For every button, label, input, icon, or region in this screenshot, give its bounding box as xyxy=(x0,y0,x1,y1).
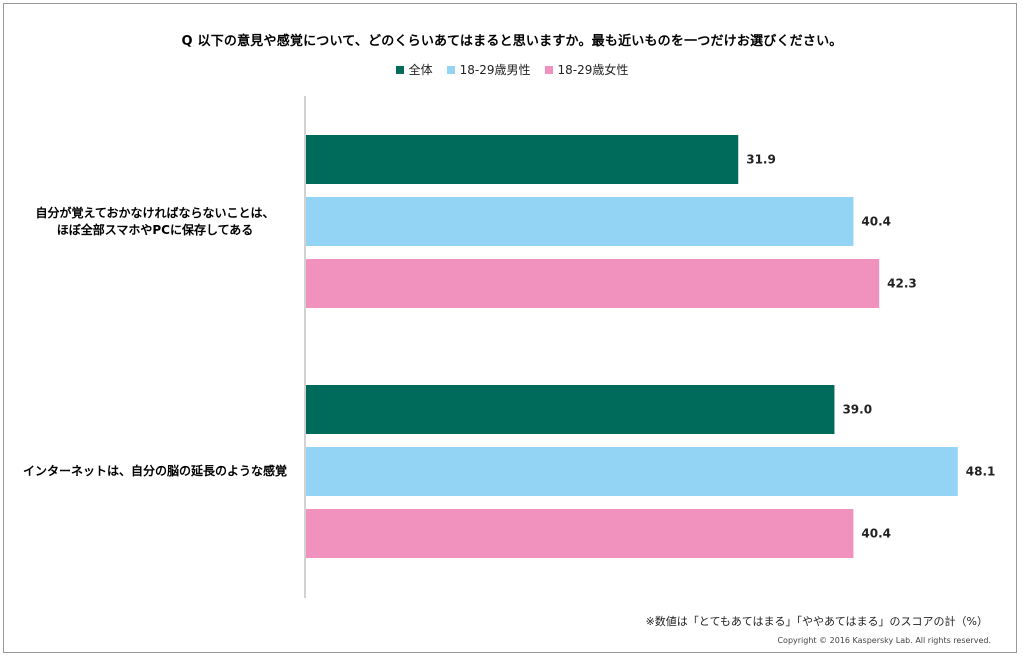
legend-swatch xyxy=(395,65,404,74)
legend-label: 18-29歳女性 xyxy=(557,63,629,77)
category-label: 自分が覚えておかなければならないことは、 ほぼ全部スマホやPCに保存してある xyxy=(10,205,300,239)
category-label-line: インターネットは、自分の脳の延長のような感覚 xyxy=(22,464,287,478)
bar xyxy=(306,259,880,308)
copyright: Copyright © 2016 Kaspersky Lab. All righ… xyxy=(777,636,991,645)
bar xyxy=(306,197,854,246)
category-label: インターネットは、自分の脳の延長のような感覚 xyxy=(10,463,300,480)
legend: 全体 18-29歳男性 18-29歳女性 xyxy=(0,61,1024,78)
legend-item: 18-29歳男性 xyxy=(446,61,531,78)
legend-item: 全体 xyxy=(395,61,433,78)
bar-value-label: 40.4 xyxy=(861,215,891,229)
legend-swatch xyxy=(446,65,455,74)
bar xyxy=(306,385,835,434)
legend-label: 全体 xyxy=(408,63,433,77)
bar-value-label: 48.1 xyxy=(966,465,996,479)
bar-value-label: 31.9 xyxy=(746,153,776,167)
bar xyxy=(306,509,854,558)
bar-value-label: 42.3 xyxy=(887,277,917,291)
category-label-line: ほぼ全部スマホやPCに保存してある xyxy=(56,222,254,237)
footnote: ※数値は「とてもあてはまる」「ややあてはまる」のスコアの計（%） xyxy=(645,615,988,628)
bar xyxy=(306,135,739,184)
category-label-line: 自分が覚えておかなければならないことは、 xyxy=(35,205,275,220)
bar-value-label: 40.4 xyxy=(861,527,891,541)
legend-label: 18-29歳男性 xyxy=(459,63,531,77)
bar xyxy=(306,447,958,496)
chart-title: Q 以下の意見や感覚について、どのくらいあてはまると思いますか。最も近いものを一… xyxy=(181,34,843,49)
legend-item: 18-29歳女性 xyxy=(544,61,629,78)
bar-value-label: 39.0 xyxy=(842,403,872,417)
legend-swatch xyxy=(544,65,553,74)
